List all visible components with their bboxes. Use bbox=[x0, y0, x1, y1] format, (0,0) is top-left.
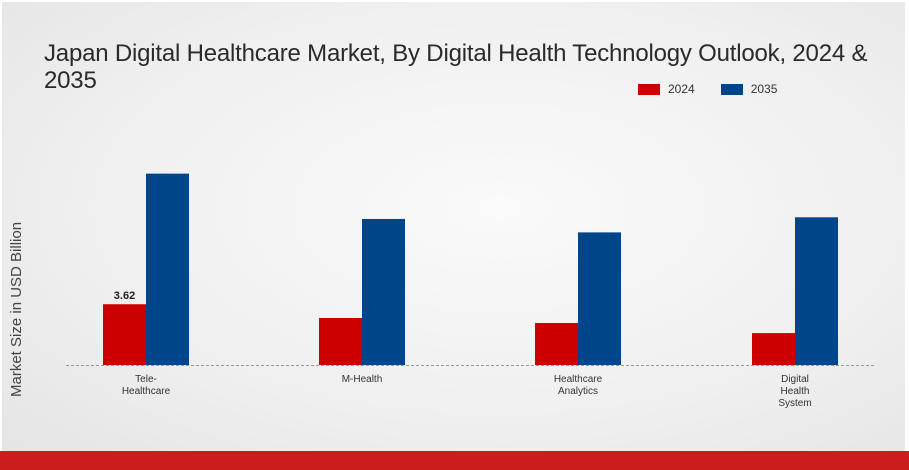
bar-2035-3 bbox=[795, 217, 838, 365]
legend-item-2024: 2024 bbox=[638, 82, 695, 96]
chart-legend: 2024 2035 bbox=[638, 82, 803, 96]
x-tick-label-0-1: Healthcare bbox=[122, 386, 171, 397]
bar-2024-2 bbox=[535, 323, 578, 365]
x-tick-label-2-0: Healthcare bbox=[554, 374, 603, 385]
bar-2035-2 bbox=[578, 232, 621, 365]
x-tick-label-0-0: Tele- bbox=[135, 374, 157, 385]
x-tick-label-3-2: System bbox=[778, 398, 811, 409]
legend-item-2035: 2035 bbox=[720, 82, 778, 96]
chart-title: Japan Digital Healthcare Market, By Digi… bbox=[44, 40, 868, 94]
legend-label-2024: 2024 bbox=[668, 82, 695, 96]
bar-2035-1 bbox=[362, 218, 405, 365]
x-tick-label-2-1: Analytics bbox=[558, 386, 598, 397]
footer-accent-bar bbox=[0, 451, 909, 470]
bar-2024-0 bbox=[103, 304, 146, 365]
legend-label-2035: 2035 bbox=[750, 82, 778, 96]
data-label-0: 3.62 bbox=[114, 290, 135, 302]
x-tick-label-3-0: Digital bbox=[781, 374, 809, 385]
bar-2024-3 bbox=[752, 333, 795, 365]
x-tick-label-3-1: Health bbox=[781, 386, 810, 397]
x-tick-label-1-0: M-Health bbox=[342, 374, 383, 385]
legend-swatch-2035 bbox=[720, 83, 743, 95]
bar-2024-1 bbox=[319, 318, 362, 365]
legend-swatch-2024 bbox=[638, 83, 660, 95]
bar-2035-0 bbox=[146, 173, 189, 365]
